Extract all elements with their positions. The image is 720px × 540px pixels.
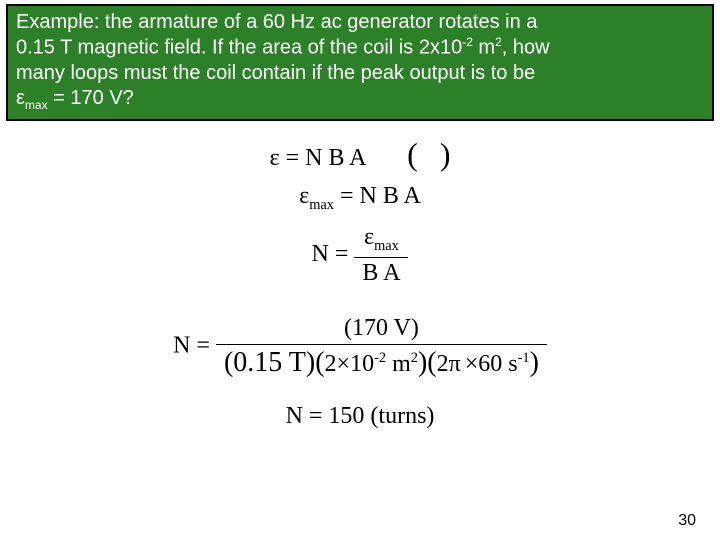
- eq3-den: B A: [354, 258, 408, 287]
- eq2-rhs: = N B A: [334, 183, 421, 209]
- eq3-num-max: max: [374, 238, 399, 254]
- eq4-den-b-l: (: [315, 347, 324, 378]
- eq1-paren-l: (: [407, 136, 418, 172]
- problem-line-4-max: max: [25, 98, 48, 112]
- problem-line-2e: , how: [502, 37, 550, 59]
- eq4-lhs: N =: [173, 332, 216, 358]
- problem-line-3: many loops must the coil contain if the …: [16, 62, 535, 84]
- eq3-lhs: N =: [312, 241, 355, 267]
- eq4-den-c-r: ): [530, 347, 539, 378]
- eq3-num-eps: ε: [364, 224, 374, 250]
- eq4-den-c-l: (: [427, 347, 436, 378]
- equations-block: ε = N B A ( ) εmax = N B A N = εmax B A …: [173, 130, 547, 440]
- problem-line-2-exp: -2: [462, 35, 473, 49]
- eq4-den-b-r: ): [418, 347, 427, 378]
- eq4-den-c-2pi: 2π: [437, 351, 461, 377]
- equations-area: ε = N B A ( ) εmax = N B A N = εmax B A …: [0, 130, 720, 440]
- eq4-den-b-2: 2: [325, 351, 337, 377]
- equation-4: N = (170 V) (0.15 T)(2×10-2 m2)(2π×60 s-…: [173, 315, 547, 379]
- eq3-fraction: εmax B A: [354, 224, 408, 287]
- equation-1: ε = N B A ( ): [173, 136, 547, 173]
- eq2-eps: ε: [299, 183, 309, 209]
- problem-line-1: Example: the armature of a 60 Hz ac gene…: [16, 11, 537, 33]
- eq4-den-b-10: 10: [350, 351, 374, 377]
- eq1-paren-r: ): [440, 136, 451, 172]
- problem-line-2a: 0.15 T magnetic field. If the area of th…: [16, 37, 462, 59]
- eq4-numerator: (170 V): [216, 315, 547, 345]
- eq4-den-b-times: ×: [337, 351, 351, 377]
- eq4-den-b-m2: 2: [411, 350, 418, 366]
- problem-line-4-val: = 170 V?: [48, 87, 134, 109]
- eq4-den-b-exp: -2: [374, 350, 386, 366]
- eq4-denominator: (0.15 T)(2×10-2 m2)(2π×60 s-1): [216, 345, 547, 379]
- eq4-den-b-m: m: [386, 351, 411, 377]
- eq4-fraction: (170 V) (0.15 T)(2×10-2 m2)(2π×60 s-1): [216, 315, 547, 379]
- problem-statement-box: Example: the armature of a 60 Hz ac gene…: [6, 4, 714, 121]
- problem-line-2c: m: [473, 37, 495, 59]
- eq4-den-c-60s: 60 s: [478, 351, 517, 377]
- eq5-text: N = 150 (turns): [286, 403, 435, 429]
- page-number: 30: [678, 512, 696, 530]
- eq1-lhs: ε = N B A: [270, 145, 366, 171]
- problem-line-4-eps: ε: [16, 87, 25, 109]
- slide: Example: the armature of a 60 Hz ac gene…: [0, 0, 720, 540]
- equation-5: N = 150 (turns): [173, 403, 547, 430]
- eq4-den-c-times: ×: [465, 351, 479, 377]
- eq4-den-a: (0.15 T): [224, 347, 315, 378]
- equation-2: εmax = N B A: [173, 183, 547, 214]
- problem-line-2-m2: 2: [495, 35, 502, 49]
- eq4-den-c-exp: -1: [518, 350, 530, 366]
- eq2-max: max: [309, 197, 334, 213]
- equation-3: N = εmax B A: [173, 224, 547, 287]
